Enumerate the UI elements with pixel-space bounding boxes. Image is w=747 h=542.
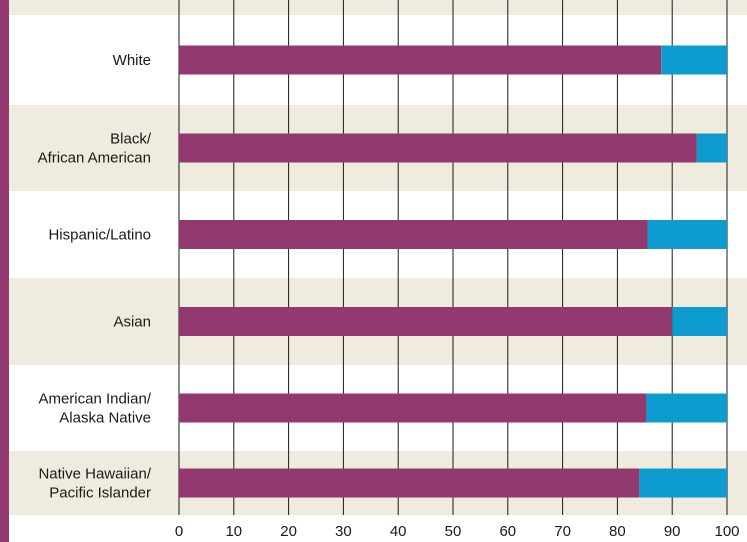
x-tick-label: 40 bbox=[390, 523, 407, 540]
row-bands bbox=[0, 0, 747, 515]
bar-segment-series-2 bbox=[672, 307, 727, 336]
category-label: Asian bbox=[113, 314, 151, 331]
bar-segment-series-1 bbox=[179, 220, 648, 249]
x-tick-label: 60 bbox=[499, 523, 516, 540]
category-label: Black/African American bbox=[38, 131, 152, 167]
gridlines bbox=[178, 0, 728, 515]
x-tick-label: 100 bbox=[714, 523, 739, 540]
x-tick-label: 50 bbox=[445, 523, 462, 540]
category-label: American Indian/Alaska Native bbox=[38, 391, 151, 427]
category-label: White bbox=[113, 52, 151, 69]
bar-segment-series-2 bbox=[647, 220, 727, 249]
x-tick-label: 20 bbox=[280, 523, 297, 540]
bars bbox=[179, 45, 727, 498]
category-label: Native Hawaiian/Pacific Islander bbox=[38, 466, 151, 502]
bar-segment-series-2 bbox=[646, 393, 727, 423]
bar-segment-series-2 bbox=[639, 468, 727, 498]
category-label: Hispanic/Latino bbox=[48, 227, 151, 244]
x-tick-label: 10 bbox=[225, 523, 242, 540]
x-tick-label: 90 bbox=[664, 523, 681, 540]
x-tick-label: 70 bbox=[554, 523, 571, 540]
bar-segment-series-1 bbox=[179, 133, 697, 163]
top-band bbox=[0, 0, 747, 15]
bar-segment-series-2 bbox=[696, 133, 727, 163]
x-tick-label: 0 bbox=[175, 523, 183, 540]
x-tick-labels: 0 10 20 30 40 50 60 70 80 90 100 bbox=[175, 523, 740, 540]
category-labels: White Black/African American Hispanic/Lati… bbox=[38, 52, 152, 502]
left-frame-strip bbox=[0, 0, 9, 542]
bar-segment-series-1 bbox=[179, 393, 647, 423]
bar-segment-series-1 bbox=[179, 45, 662, 75]
bar-segment-series-2 bbox=[661, 45, 727, 75]
x-tick-label: 30 bbox=[335, 523, 352, 540]
bar-segment-series-1 bbox=[179, 307, 673, 336]
bar-segment-series-1 bbox=[179, 468, 640, 498]
x-tick-label: 80 bbox=[609, 523, 626, 540]
